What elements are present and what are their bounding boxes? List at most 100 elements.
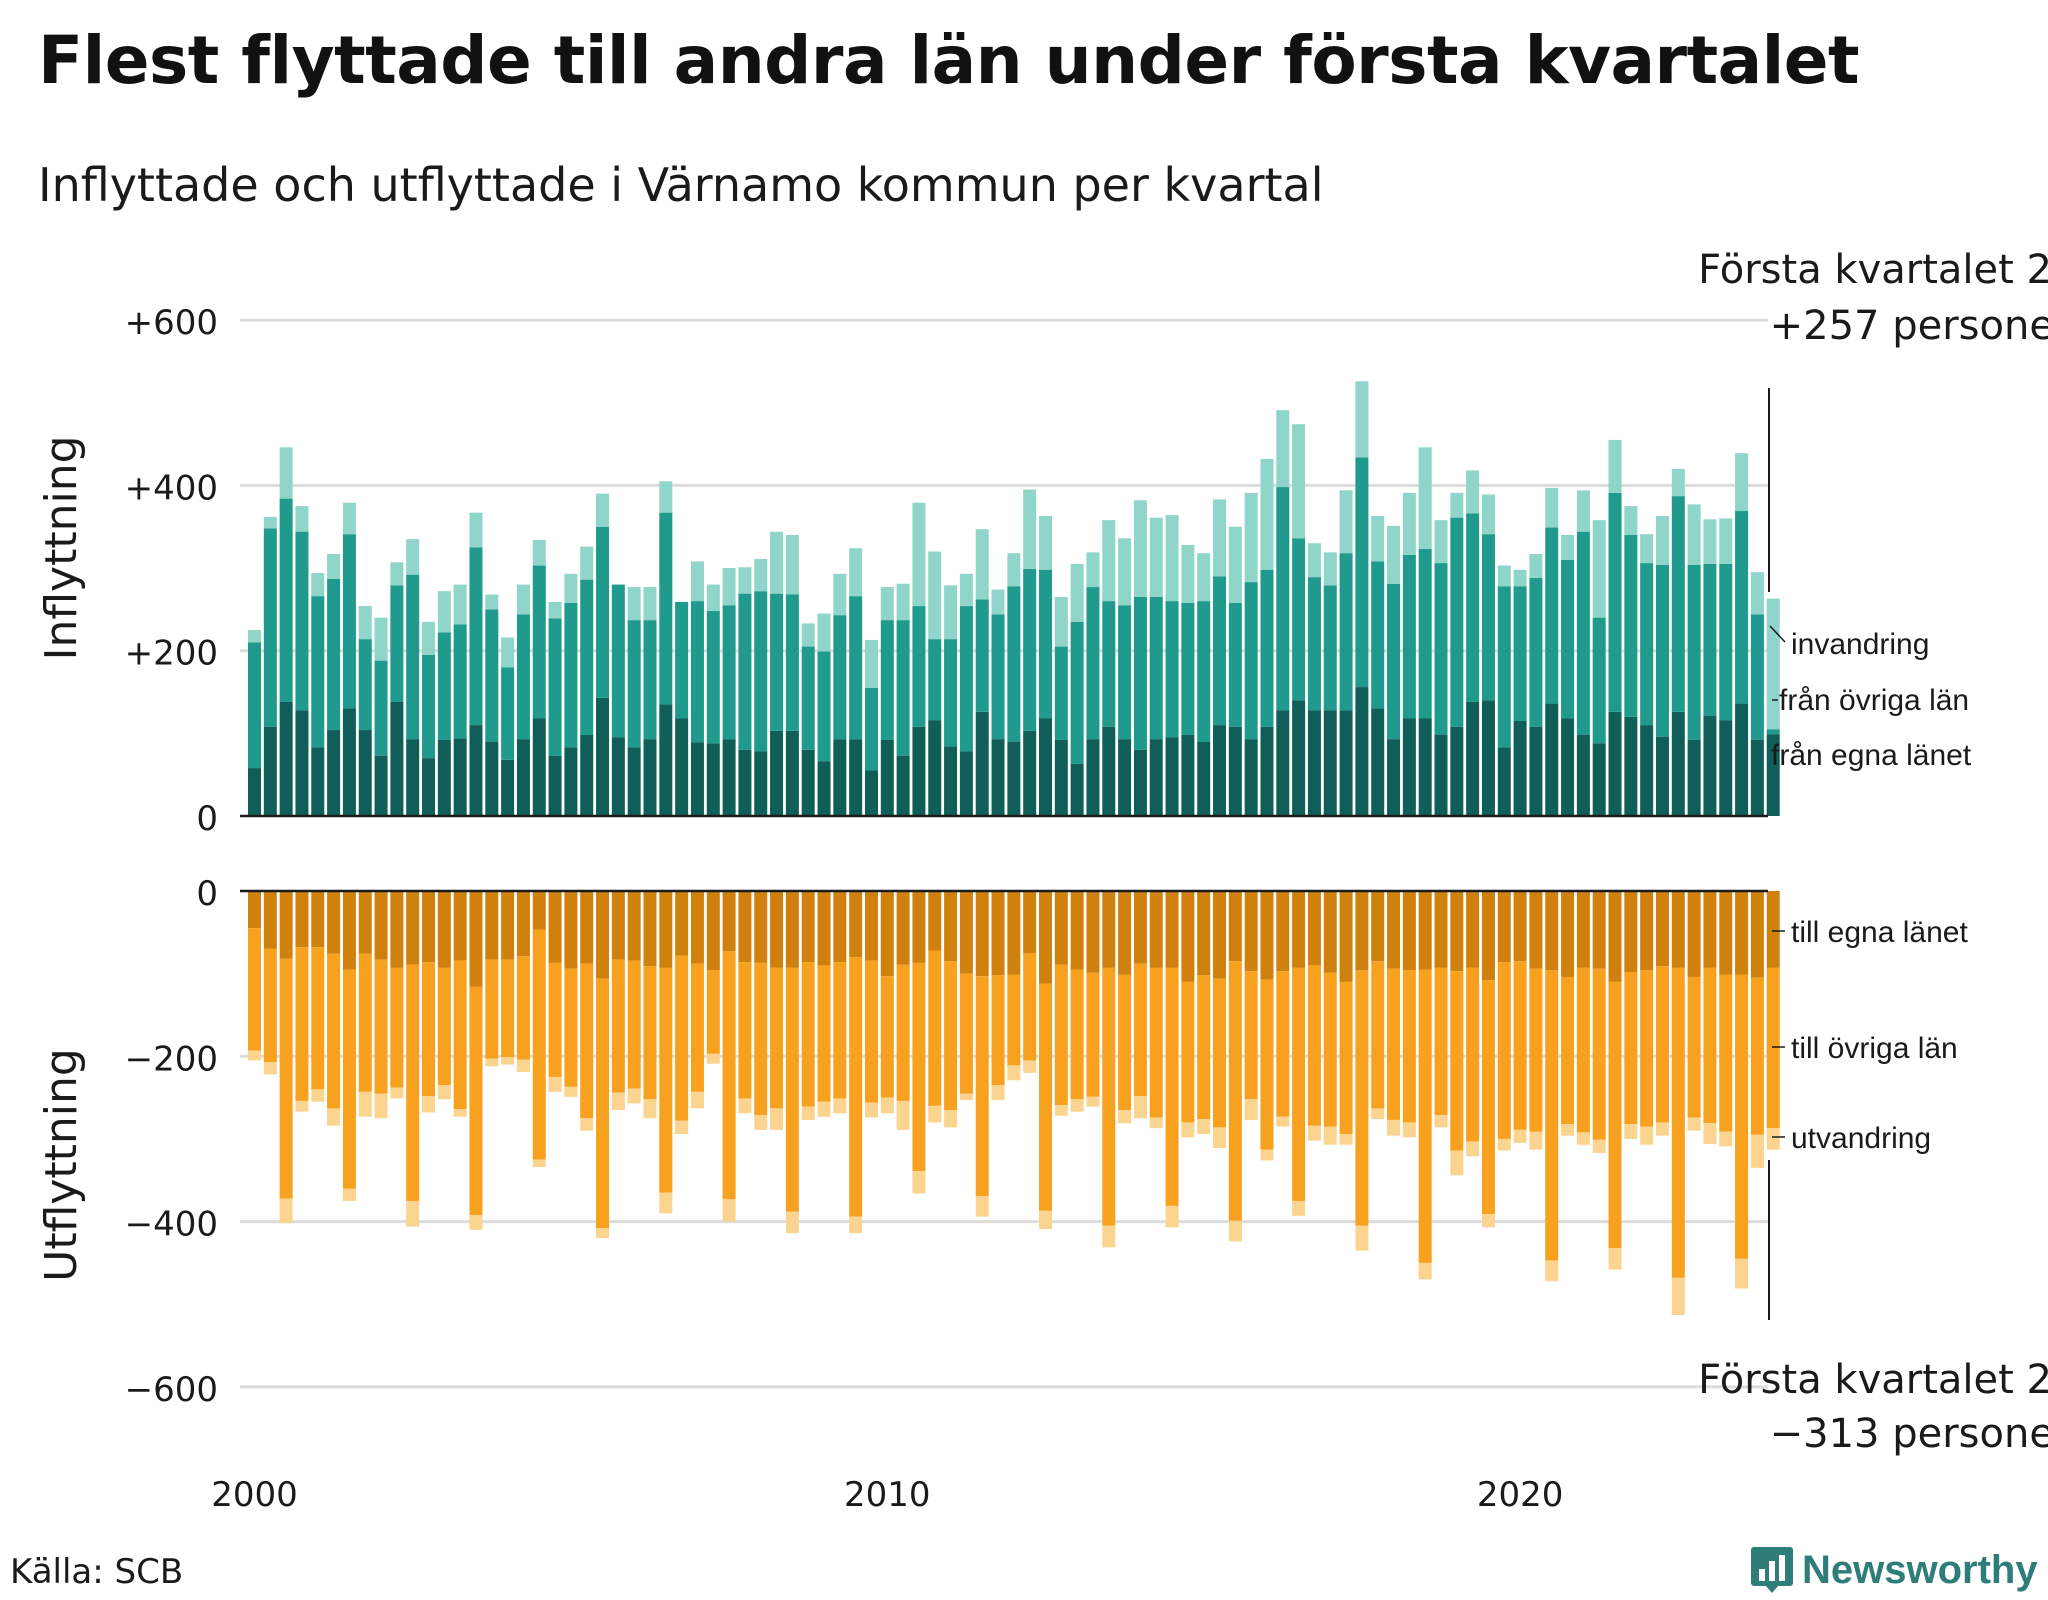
inflow-bar-in-egna <box>1703 715 1717 816</box>
outflow-bar-ut-egna <box>1592 891 1606 969</box>
outflow-bar-ut-egna <box>1750 891 1764 978</box>
outflow-bar-ut-egna <box>675 891 689 956</box>
outflow-bar-ut-utvandring <box>263 1062 277 1075</box>
inflow-bar-in-ovriga <box>738 593 752 750</box>
inflow-bar-in-ovriga <box>311 596 325 748</box>
inflow-bar-in-ovriga <box>975 599 989 712</box>
inflow-bar-in-invandring <box>959 573 973 607</box>
inflow-bar-in-invandring <box>1165 515 1179 602</box>
inflow-bar-in-egna <box>722 739 736 816</box>
outflow-bar-ut-ovriga <box>548 962 562 1077</box>
inflow-bar-in-egna <box>358 730 372 816</box>
inflow-bar-in-egna <box>1608 711 1622 816</box>
inflow-bar-in-ovriga <box>1165 601 1179 738</box>
outflow-bar-ut-utvandring <box>501 1057 515 1065</box>
inflow-bar-in-ovriga <box>785 594 799 731</box>
inflow-bar-in-ovriga <box>1434 563 1448 735</box>
inflow-bar-in-egna <box>912 726 926 816</box>
outflow-bar-ut-ovriga <box>1766 967 1780 1129</box>
inflow-bar-in-ovriga <box>263 528 277 727</box>
inflow-bar-in-invandring <box>1655 515 1669 565</box>
inflow-bar-in-invandring <box>770 531 784 594</box>
inflow-bar-in-egna <box>1387 739 1401 816</box>
outflow-bar-ut-utvandring <box>1497 1138 1511 1151</box>
outflow-bar-ut-utvandring <box>1671 1277 1685 1315</box>
inflow-bar-in-invandring <box>1719 518 1733 564</box>
chart-subtitle: Inflyttade och utflyttade i Värnamo komm… <box>38 158 1324 212</box>
outflow-bar-ut-egna <box>1687 891 1701 977</box>
inflow-bar-in-egna <box>437 739 451 816</box>
outflow-bar-ut-ovriga <box>1323 972 1337 1127</box>
x-tick-label: 2000 <box>211 1475 298 1515</box>
axes: 2000 2010 2020 <box>211 388 1786 1515</box>
outflow-bar-ut-utvandring <box>975 1195 989 1217</box>
inflow-bar-in-invandring <box>1213 499 1227 577</box>
outflow-bar-ut-egna <box>437 891 451 968</box>
inflow-bar-in-ovriga <box>1497 586 1511 748</box>
outflow-tick-label: 0 <box>196 874 218 914</box>
outflow-bar-ut-utvandring <box>1371 1108 1385 1120</box>
outflow-bar-ut-utvandring <box>1513 1129 1527 1144</box>
series-label-fran-egna-lanet: från egna länet <box>1771 739 1972 772</box>
outflow-bar-ut-egna <box>785 891 799 968</box>
inflow-bar-in-invandring <box>896 583 910 621</box>
inflow-bar-in-egna <box>248 768 261 816</box>
inflow-bar-in-invandring <box>1418 447 1432 550</box>
outflow-bar-ut-utvandring <box>1228 1220 1242 1242</box>
inflow-bar-in-egna <box>422 758 436 816</box>
outflow-bar-ut-ovriga <box>1102 967 1116 1226</box>
source-note: Källa: SCB <box>10 1552 184 1592</box>
outflow-bar-ut-ovriga <box>358 953 372 1092</box>
outflow-bar-ut-ovriga <box>975 976 989 1196</box>
outflow-bar-ut-utvandring <box>548 1076 562 1092</box>
inflow-bar-in-ovriga <box>1149 596 1163 740</box>
outflow-bar-ut-ovriga <box>311 947 325 1090</box>
inflow-bar-in-invandring <box>1339 490 1353 554</box>
inflow-bar-in-egna <box>675 718 689 816</box>
outflow-bar-ut-ovriga <box>1387 968 1401 1120</box>
series-label-utvandring: utvandring <box>1791 1122 1931 1155</box>
inflow-bar-in-invandring <box>1181 544 1195 603</box>
outflow-bar-ut-egna <box>342 891 356 970</box>
outflow-bar-ut-utvandring <box>1640 1126 1654 1145</box>
inflow-bar-in-ovriga <box>1513 586 1527 721</box>
inflow-bar-in-ovriga <box>690 601 704 743</box>
inflow-bar-in-egna <box>532 718 546 816</box>
newsworthy-logo: Newsworthy <box>1750 1545 2038 1595</box>
inflow-bar-in-egna <box>501 759 515 816</box>
outflow-bar-ut-utvandring <box>1292 1200 1306 1216</box>
inflow-bar-in-ovriga <box>1576 531 1590 735</box>
inflow-bar-in-egna <box>1529 726 1543 816</box>
outflow-bar-ut-egna <box>975 891 989 977</box>
inflow-bar-in-ovriga <box>453 624 467 739</box>
outflow-bar-ut-egna <box>295 891 309 948</box>
inflow-gridlines: 0 +200 +400 +600 <box>125 303 1768 839</box>
inflow-bar-in-invandring <box>722 568 736 606</box>
inflow-bar-in-egna <box>944 746 958 816</box>
inflow-bar-in-ovriga <box>1292 538 1306 701</box>
outflow-bar-ut-ovriga <box>611 959 625 1093</box>
outflow-bar-ut-utvandring <box>1355 1225 1369 1251</box>
outflow-bar-ut-egna <box>1339 891 1353 982</box>
inflow-bar-in-egna <box>1339 710 1353 816</box>
inflow-tick-label: 0 <box>196 799 218 839</box>
outflow-bar-ut-egna <box>1735 891 1749 975</box>
outflow-bar-ut-ovriga <box>422 962 436 1096</box>
inflow-bar-in-egna <box>1228 726 1242 816</box>
outflow-bar-ut-egna <box>1671 891 1685 968</box>
outflow-bar-ut-ovriga <box>1228 961 1242 1221</box>
inflow-bar-in-invandring <box>1434 520 1448 564</box>
outflow-bar-ut-ovriga <box>1418 969 1432 1263</box>
outflow-bar-ut-ovriga <box>1149 967 1163 1118</box>
outflow-bar-ut-egna <box>532 891 546 930</box>
outflow-bar-ut-ovriga <box>1118 974 1132 1111</box>
outflow-bar-ut-ovriga <box>690 963 704 1092</box>
inflow-bar-in-ovriga <box>390 585 404 702</box>
inflow-bar-in-egna <box>738 749 752 816</box>
inflow-bar-in-ovriga <box>1655 564 1669 737</box>
outflow-bar-ut-ovriga <box>659 967 673 1193</box>
outflow-bar-ut-egna <box>1292 891 1306 968</box>
outflow-bar-ut-egna <box>1039 891 1052 984</box>
outflow-bar-ut-ovriga <box>1007 974 1021 1066</box>
inflow-bar-in-egna <box>1671 711 1685 816</box>
